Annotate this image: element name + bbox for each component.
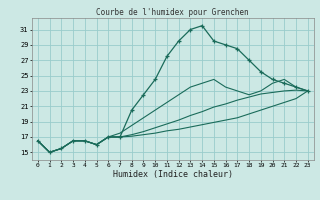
X-axis label: Humidex (Indice chaleur): Humidex (Indice chaleur) xyxy=(113,170,233,179)
Text: Courbe de l'humidex pour Grenchen: Courbe de l'humidex pour Grenchen xyxy=(97,8,249,17)
